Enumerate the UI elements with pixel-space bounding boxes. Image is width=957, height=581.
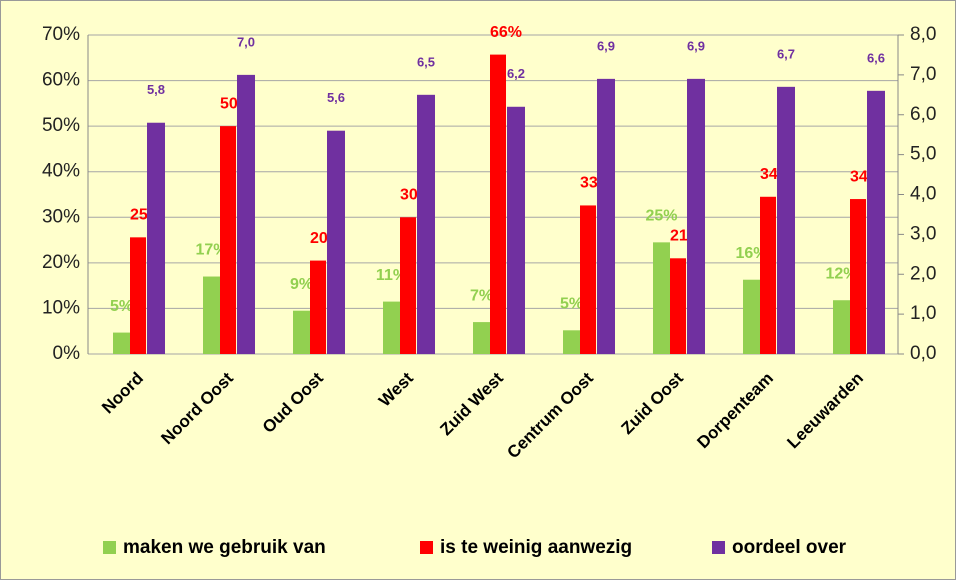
- y2-tick-label: 6,0: [910, 104, 936, 125]
- y-tick-label: 60%: [42, 70, 80, 91]
- bar: [400, 217, 416, 354]
- bar: [237, 74, 255, 354]
- bar: [473, 322, 490, 354]
- legend-swatch: [420, 541, 433, 554]
- data-label: 6,9: [687, 38, 705, 53]
- bar: [113, 332, 130, 354]
- data-label: 9%: [290, 276, 313, 293]
- bar: [653, 242, 670, 354]
- bar: [563, 330, 580, 354]
- bar: [417, 94, 435, 354]
- bar: [203, 276, 220, 354]
- data-label: 7%: [470, 287, 493, 304]
- data-label: 6,2: [507, 66, 525, 81]
- data-label: 25%: [645, 208, 677, 225]
- data-label: 11%: [376, 267, 407, 284]
- data-label: 5,8: [147, 82, 165, 97]
- bar: [383, 301, 400, 354]
- data-label: 5%: [560, 296, 583, 313]
- legend-label: oordeel over: [732, 537, 847, 558]
- data-label: 6,7: [777, 46, 795, 61]
- data-label: 7,0: [237, 34, 255, 49]
- y-tick-label: 70%: [42, 24, 80, 45]
- data-label: 17%: [195, 242, 227, 259]
- y2-tick-label: 0,0: [910, 343, 936, 364]
- y-tick-label: 50%: [42, 115, 80, 136]
- bar: [760, 196, 776, 354]
- y2-tick-label: 1,0: [910, 303, 936, 324]
- legend-swatch: [103, 541, 116, 554]
- y-tick-label: 20%: [42, 252, 80, 273]
- y-tick-label: 10%: [42, 297, 80, 318]
- y2-tick-label: 2,0: [910, 263, 936, 284]
- bar: [597, 78, 615, 355]
- bar: [867, 90, 885, 354]
- bar: [220, 126, 236, 355]
- data-label: 12%: [825, 265, 857, 282]
- bar: [490, 54, 506, 355]
- y2-tick-label: 3,0: [910, 223, 936, 244]
- legend-swatch: [712, 541, 725, 554]
- y2-tick-label: 8,0: [910, 24, 936, 45]
- bar: [507, 106, 525, 355]
- data-label: 6,5: [417, 54, 435, 69]
- bar: [833, 300, 850, 354]
- bar: [743, 279, 760, 354]
- data-label: 16%: [735, 245, 767, 262]
- y-tick-label: 40%: [42, 161, 80, 182]
- data-label: 6,6: [867, 50, 885, 65]
- bar: [670, 258, 686, 354]
- y2-tick-label: 7,0: [910, 64, 936, 85]
- bar: [147, 122, 165, 354]
- data-label: 66%: [490, 24, 522, 41]
- bar: [850, 199, 866, 354]
- y2-tick-label: 5,0: [910, 144, 936, 165]
- data-label: 5%: [110, 298, 133, 315]
- y-tick-label: 30%: [42, 206, 80, 227]
- data-label: 6,9: [597, 38, 615, 53]
- legend-label: maken we gebruik van: [123, 537, 326, 558]
- bar: [777, 86, 795, 355]
- bar: [310, 260, 326, 354]
- bar: [580, 205, 596, 354]
- bar: [293, 310, 310, 354]
- y2-tick-label: 4,0: [910, 184, 936, 205]
- data-label: 5,6: [327, 90, 345, 105]
- y-tick-label: 0%: [53, 343, 81, 364]
- bar: [130, 237, 146, 354]
- bar: [327, 130, 345, 354]
- bar: [687, 78, 705, 355]
- legend-label: is te weinig aanwezig: [440, 537, 632, 558]
